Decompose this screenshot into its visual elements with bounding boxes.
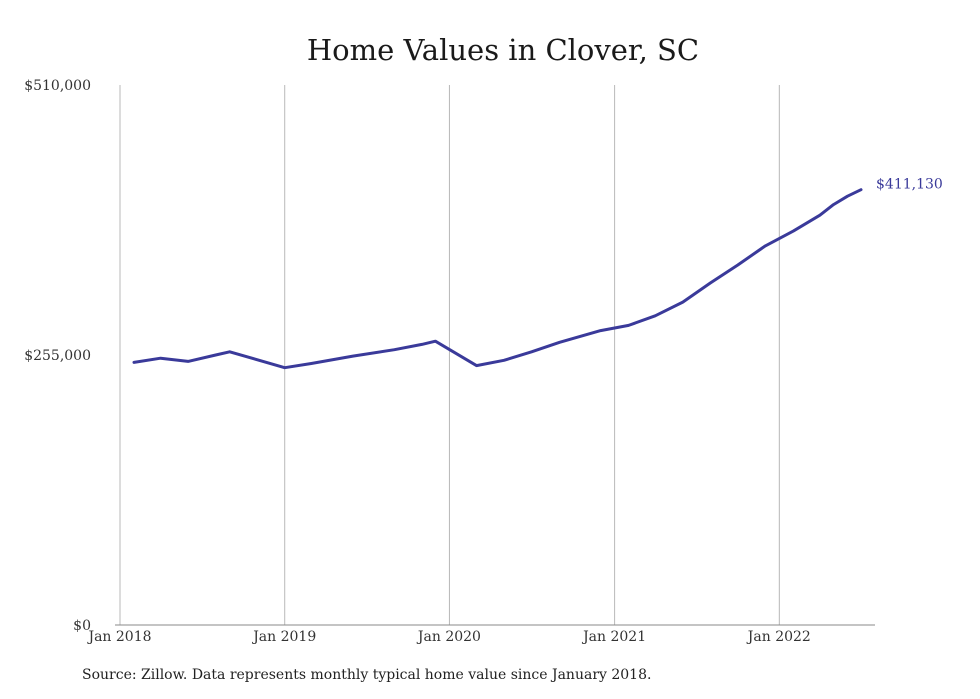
y-tick-label: $510,000 (24, 78, 91, 94)
x-tick-label: Jan 2019 (251, 629, 316, 645)
x-tick-label: Jan 2020 (416, 629, 481, 645)
x-tick-label: Jan 2022 (746, 629, 811, 645)
source-note: Source: Zillow. Data represents monthly … (82, 667, 652, 683)
gridlines (119, 85, 780, 625)
y-tick-label: $255,000 (24, 348, 91, 364)
y-axis-ticks: $0 $255,000 $510,000 (24, 78, 91, 634)
x-tick-label: Jan 2021 (581, 629, 646, 645)
y-tick-label: $0 (73, 618, 91, 634)
x-tick-label: Jan 2018 (86, 629, 151, 645)
end-value-label: $411,130 (876, 177, 943, 193)
x-axis-ticks: Jan 2018 Jan 2019 Jan 2020 Jan 2021 Jan 2022 (86, 629, 810, 645)
chart-title: Home Values in Clover, SC (307, 33, 699, 67)
series-line (132, 188, 863, 370)
